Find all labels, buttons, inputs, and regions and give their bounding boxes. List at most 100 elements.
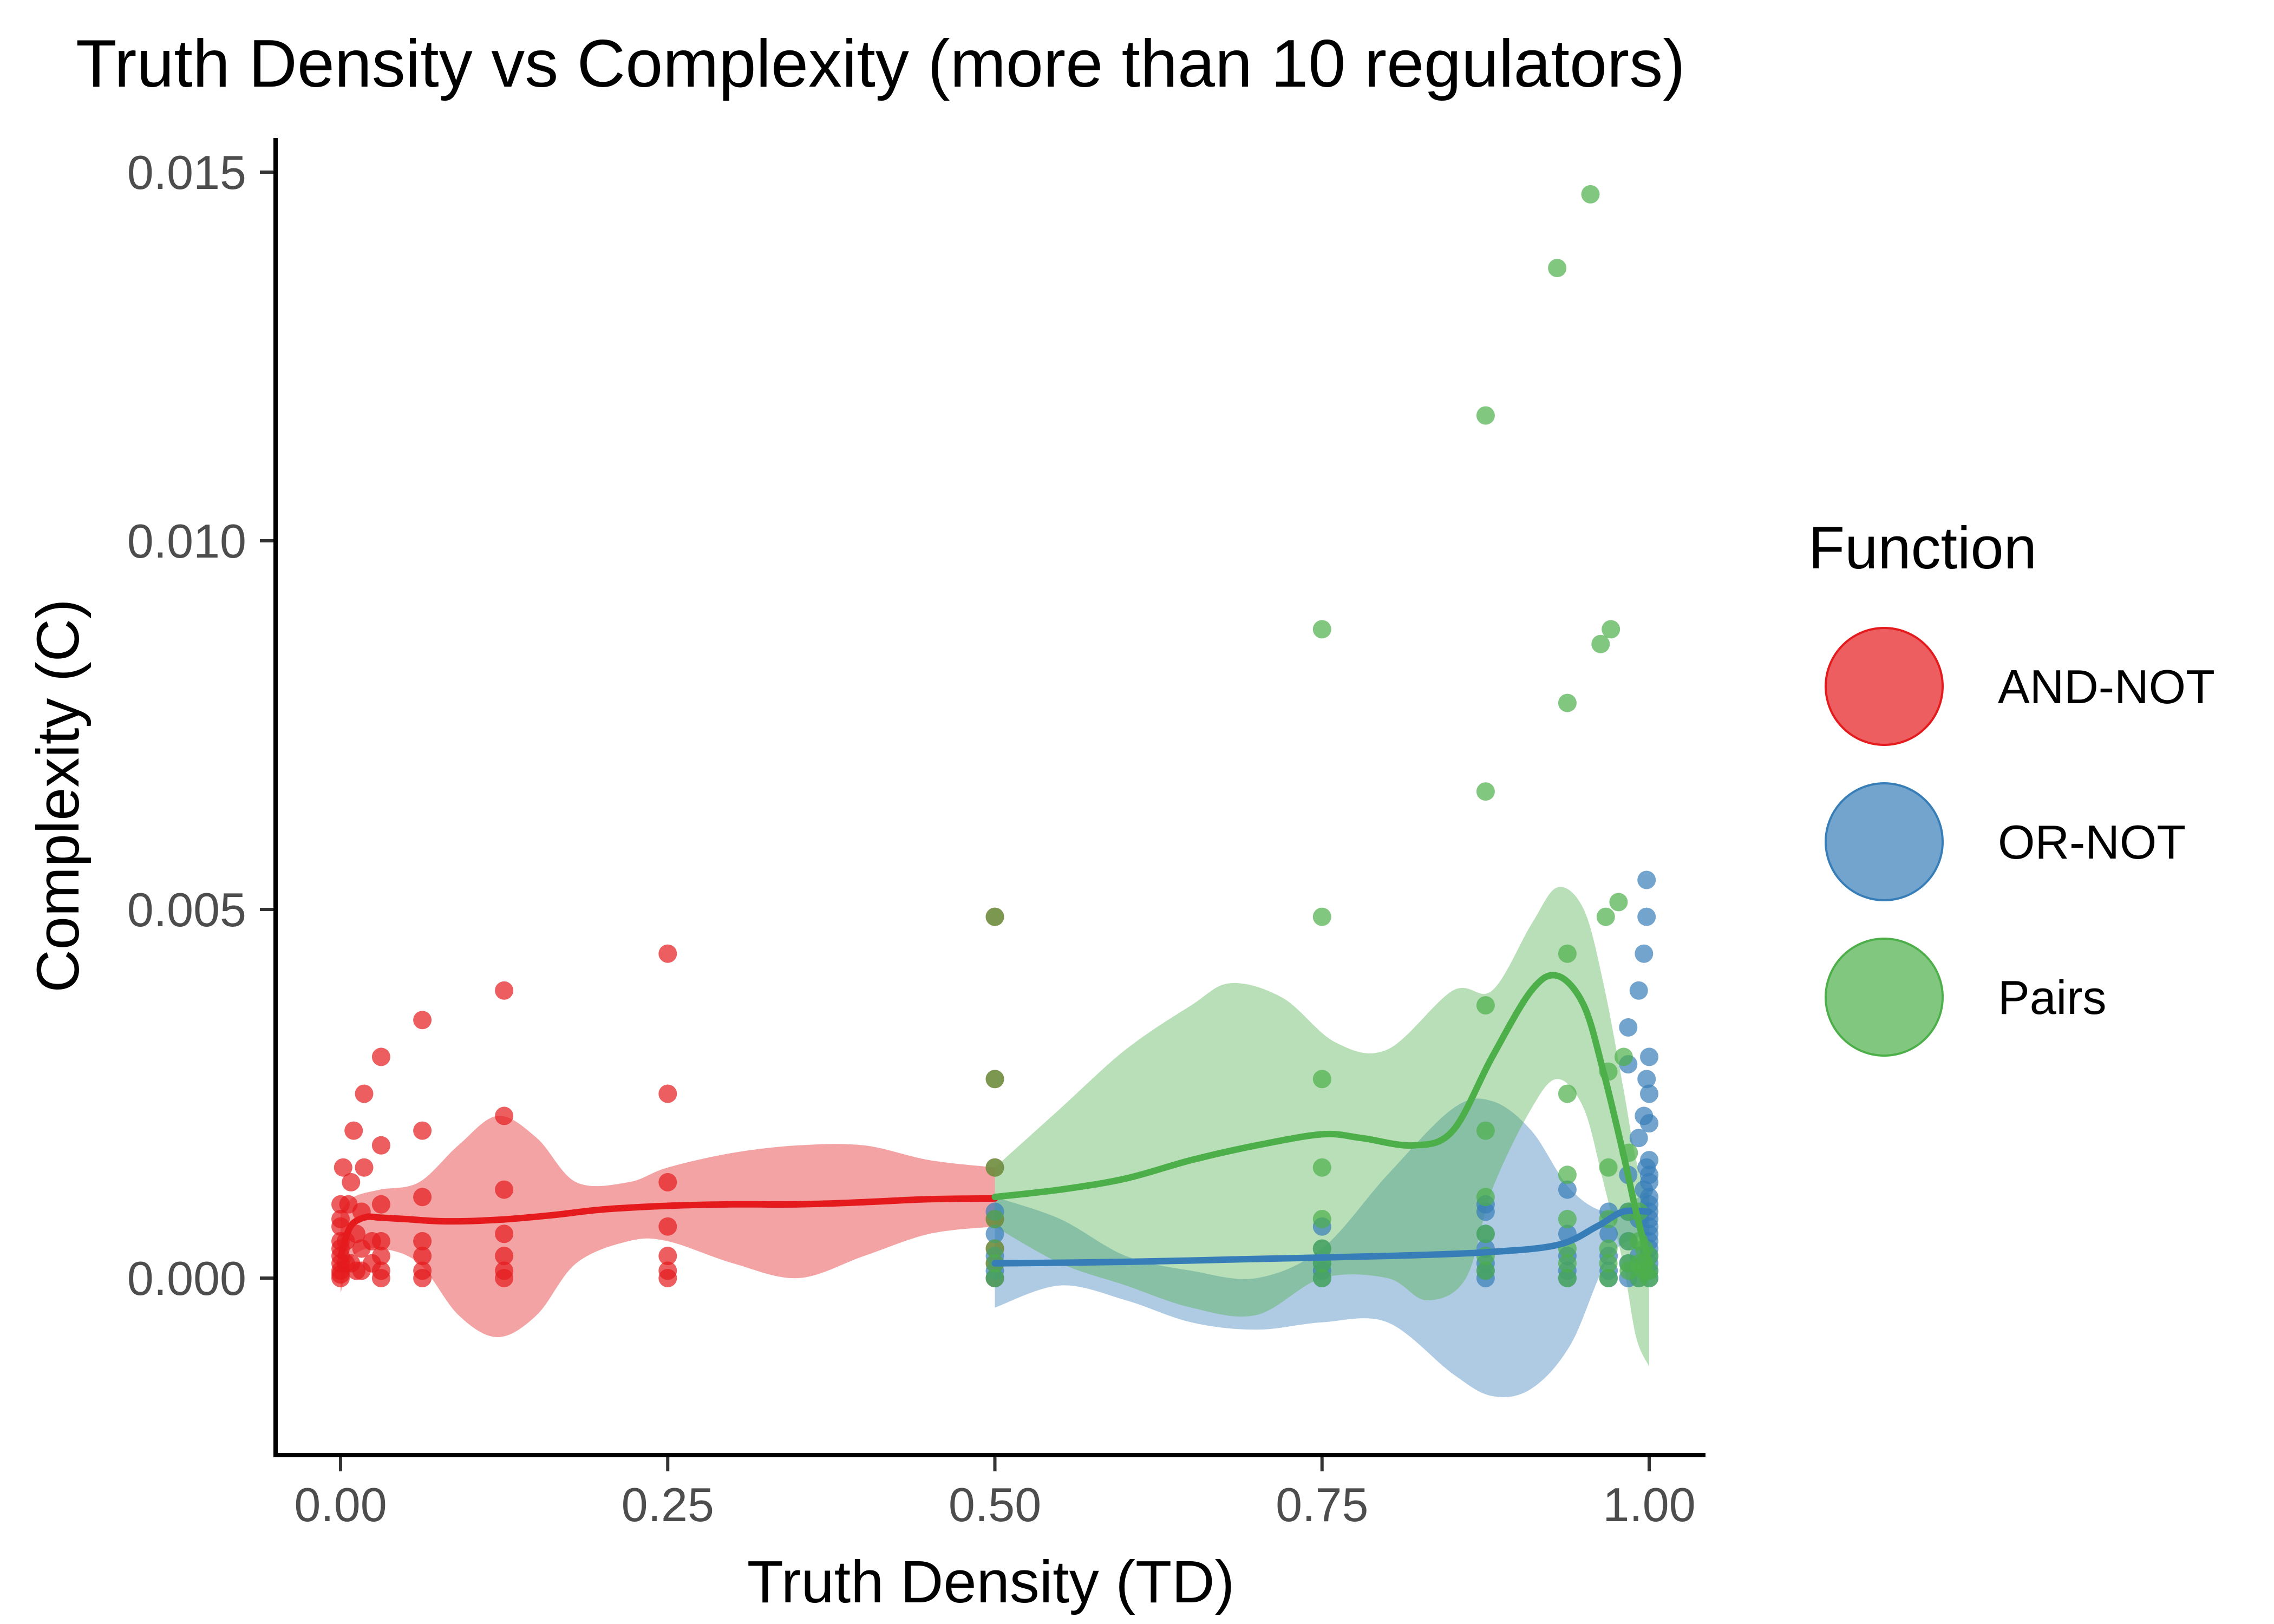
and-not-point (413, 1269, 432, 1287)
and-not-point (371, 1195, 390, 1214)
and-not-point (495, 1269, 514, 1287)
or-not-point (1640, 1084, 1658, 1103)
y-tick-label: 0.010 (127, 514, 246, 568)
and-not-point (331, 1210, 350, 1228)
and-not-point (371, 1269, 390, 1287)
chart-title: Truth Density vs Complexity (more than 1… (76, 27, 1685, 101)
and-not-point (658, 1269, 677, 1287)
or-not-smooth-line (991, 1207, 1652, 1267)
data-points (331, 185, 1658, 1287)
pairs-point (1476, 996, 1495, 1015)
or-not-point (1640, 1188, 1658, 1207)
pairs-point (1476, 1121, 1495, 1140)
pairs-point (1581, 185, 1600, 204)
pairs-point (1476, 1224, 1495, 1243)
and-not-point (342, 1173, 361, 1191)
x-axis-title: Truth Density (TD) (747, 1549, 1234, 1615)
pairs-point (1312, 1239, 1331, 1258)
or-not-point (1637, 870, 1656, 889)
or-not-point (1635, 944, 1654, 963)
y-axis-title: Complexity (C) (25, 599, 92, 992)
and-not-point (413, 1011, 432, 1030)
pairs-point (1558, 693, 1577, 712)
or-not-point (1640, 1151, 1658, 1170)
and-not-legend-label: AND-NOT (1998, 660, 2215, 713)
pairs-point (1558, 1084, 1577, 1103)
and-not-point (495, 1106, 514, 1125)
x-tick-label: 0.75 (1276, 1478, 1368, 1531)
pairs-point (1476, 1261, 1495, 1280)
and-not-point (344, 1121, 363, 1140)
pairs-point (1609, 893, 1628, 912)
pairs-legend-swatch (1825, 938, 1944, 1057)
pairs-point (1558, 1269, 1577, 1287)
and-not-point (371, 1232, 390, 1250)
pairs-point (1602, 620, 1620, 639)
pairs-point (1548, 259, 1567, 278)
pairs-point (985, 1070, 1004, 1089)
or-not-point (1629, 981, 1648, 1000)
pairs-point (1599, 1269, 1618, 1287)
and-not-point (658, 1217, 677, 1236)
pairs-point (1596, 907, 1615, 926)
or-not-confidence-band (995, 1098, 1649, 1397)
and-not-point (413, 1247, 432, 1266)
pairs-point (1640, 1269, 1658, 1287)
and-not-point (413, 1188, 432, 1207)
pairs-smooth-line (991, 972, 1652, 1267)
or-not-point (1640, 1047, 1658, 1066)
or-not-legend-label: OR-NOT (1998, 815, 2186, 869)
pairs-point (985, 1269, 1004, 1287)
and-not-point (413, 1232, 432, 1250)
pairs-point (1312, 1158, 1331, 1177)
pairs-point (1476, 1188, 1495, 1207)
legend: Function AND-NOT OR-NOT Pairs (1808, 515, 2215, 1057)
or-not-point (1599, 1224, 1618, 1243)
or-not-legend-swatch (1825, 782, 1944, 901)
or-not-point (985, 1224, 1004, 1243)
pairs-point (1558, 944, 1577, 963)
and-not-point (658, 1084, 677, 1103)
and-not-smooth-line (337, 1195, 998, 1260)
or-not-point (1640, 1114, 1658, 1132)
pairs-point (985, 1210, 1004, 1228)
or-not-point (1619, 1018, 1638, 1037)
pairs-point (1312, 620, 1331, 639)
pairs-point (1558, 1210, 1577, 1228)
pairs-legend-label: Pairs (1998, 971, 2107, 1024)
and-not-point (371, 1247, 390, 1266)
and-not-point (355, 1158, 374, 1177)
pairs-point (1558, 1165, 1577, 1184)
or-not-point (1640, 1165, 1658, 1184)
and-not-point (355, 1084, 374, 1103)
and-not-point (371, 1047, 390, 1066)
and-not-point (658, 1173, 677, 1191)
pairs-point (1312, 1210, 1331, 1228)
and-not-point (495, 1224, 514, 1243)
pairs-point (985, 1158, 1004, 1177)
x-tick-label: 0.50 (949, 1478, 1041, 1531)
pairs-point (1312, 907, 1331, 926)
x-axis-ticks: 0.00 0.25 0.50 0.75 1.00 (294, 1457, 1696, 1531)
pairs-point (1476, 782, 1495, 801)
x-tick-label: 0.00 (294, 1478, 387, 1531)
pairs-point (1599, 1239, 1618, 1258)
and-not-point (495, 1180, 514, 1199)
and-not-point (495, 1247, 514, 1266)
y-tick-label: 0.005 (127, 883, 246, 937)
y-axis-ticks: 0.000 0.005 0.010 0.015 (127, 146, 273, 1305)
and-not-point (413, 1121, 432, 1140)
x-tick-label: 0.25 (622, 1478, 714, 1531)
and-not-point (371, 1136, 390, 1155)
pairs-point (1312, 1070, 1331, 1089)
and-not-legend-swatch (1825, 627, 1944, 746)
legend-title: Function (1808, 515, 2037, 581)
pairs-point (1599, 1158, 1618, 1177)
smooth-lines (337, 972, 1652, 1267)
or-not-point (1629, 1129, 1648, 1148)
and-not-point (658, 1247, 677, 1266)
and-not-point (658, 944, 677, 963)
or-not-point (1637, 907, 1656, 926)
x-tick-label: 1.00 (1603, 1478, 1695, 1531)
